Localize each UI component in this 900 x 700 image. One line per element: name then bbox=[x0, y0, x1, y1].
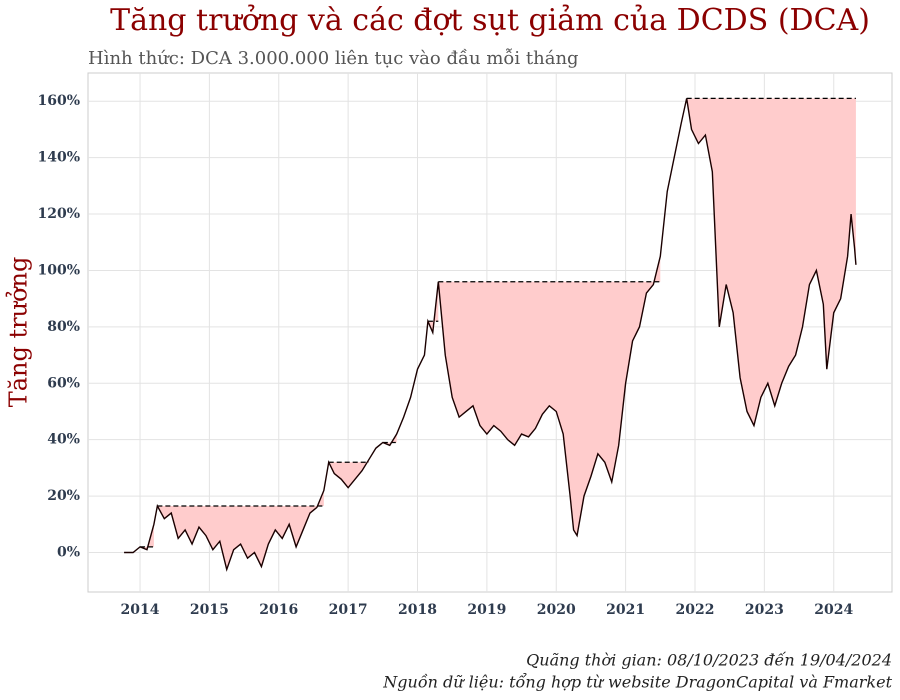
drawdown-area bbox=[140, 524, 154, 550]
x-tick-label: 2017 bbox=[329, 602, 368, 618]
y-tick-label: 0% bbox=[57, 545, 80, 561]
x-tick-label: 2016 bbox=[259, 602, 298, 618]
drawdown-area bbox=[686, 98, 856, 426]
x-tick-label: 2023 bbox=[745, 602, 784, 618]
y-tick-label: 100% bbox=[37, 262, 80, 278]
y-tick-label: 40% bbox=[47, 432, 80, 448]
chart-subtitle: Hình thức: DCA 3.000.000 liên tục vào đầ… bbox=[88, 47, 579, 69]
x-tick-label: 2021 bbox=[606, 602, 645, 618]
drawdown-area bbox=[157, 490, 324, 570]
line bbox=[124, 98, 857, 572]
y-axis-label: Tăng trưởng bbox=[5, 257, 33, 408]
note: Quãng thời gian: 08/10/2023 đến 19/04/20… bbox=[526, 651, 892, 670]
drawdown-area bbox=[427, 281, 439, 333]
drawdown-area bbox=[438, 256, 661, 536]
y-tick-label: 120% bbox=[37, 206, 80, 222]
drawdown-area bbox=[328, 459, 369, 488]
chart-title: Tăng trưởng và các đợt sụt giảm của DCDS… bbox=[110, 3, 870, 38]
x-tick-label: 2014 bbox=[121, 602, 160, 618]
y-tick-label: 20% bbox=[47, 488, 80, 504]
x-tick-label: 2015 bbox=[190, 602, 229, 618]
plot-frame bbox=[87, 72, 893, 593]
x-tick-label: 2024 bbox=[814, 602, 853, 618]
y-tick-label: 140% bbox=[37, 150, 80, 166]
y-tick-label: 60% bbox=[47, 375, 80, 391]
x-tick-label: 2018 bbox=[398, 602, 437, 618]
x-tick-label: 2022 bbox=[676, 602, 715, 618]
x-tick-label: 2020 bbox=[537, 602, 576, 618]
note: Nguồn dữ liệu: tổng hợp từ website Drago… bbox=[382, 673, 892, 692]
y-tick-label: 160% bbox=[37, 93, 80, 109]
x-tick-label: 2019 bbox=[467, 602, 506, 618]
y-tick-label: 80% bbox=[47, 319, 80, 335]
